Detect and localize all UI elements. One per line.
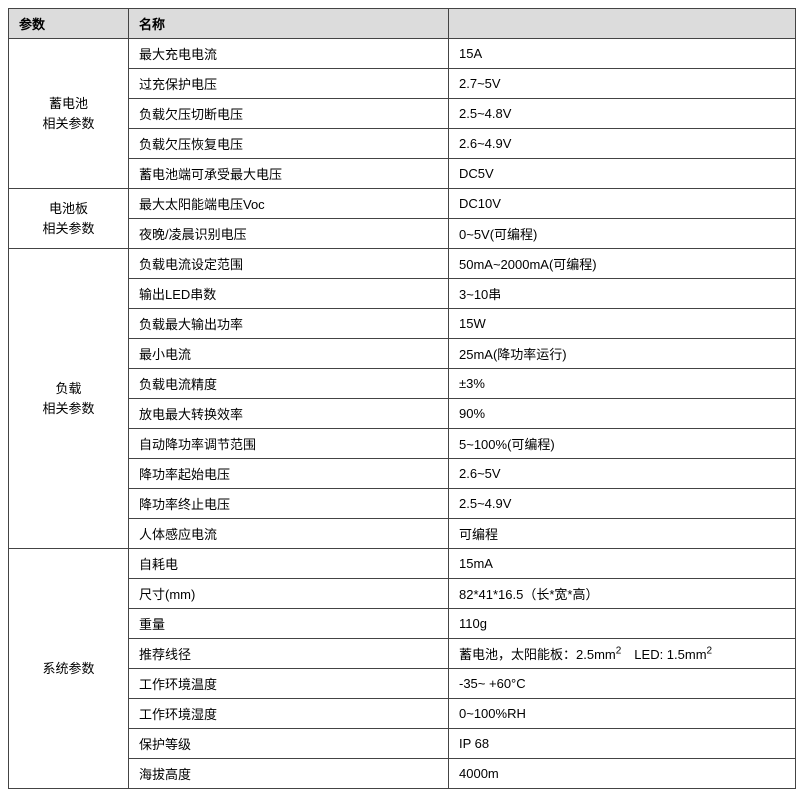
param-name: 推荐线径: [129, 639, 449, 669]
header-param: 参数: [9, 9, 129, 39]
param-name: 蓄电池端可承受最大电压: [129, 159, 449, 189]
param-value: 15A: [449, 39, 796, 69]
param-name: 负载电流精度: [129, 369, 449, 399]
table-row: 负载相关参数负载电流设定范围50mA~2000mA(可编程): [9, 249, 796, 279]
param-name: 最大充电电流: [129, 39, 449, 69]
param-name: 输出LED串数: [129, 279, 449, 309]
param-value: 3~10串: [449, 279, 796, 309]
param-value: 5~100%(可编程): [449, 429, 796, 459]
param-value: 2.6~5V: [449, 459, 796, 489]
param-value: 2.5~4.9V: [449, 489, 796, 519]
param-name: 降功率终止电压: [129, 489, 449, 519]
group-label: 负载相关参数: [9, 249, 129, 549]
param-value: DC5V: [449, 159, 796, 189]
param-value: ±3%: [449, 369, 796, 399]
param-value: -35~ +60°C: [449, 669, 796, 699]
table-body: 蓄电池相关参数最大充电电流15A过充保护电压2.7~5V负载欠压切断电压2.5~…: [9, 39, 796, 789]
param-name: 负载电流设定范围: [129, 249, 449, 279]
param-name: 最小电流: [129, 339, 449, 369]
param-value: 0~100%RH: [449, 699, 796, 729]
param-value: 110g: [449, 609, 796, 639]
param-value: DC10V: [449, 189, 796, 219]
param-value: 2.7~5V: [449, 69, 796, 99]
param-name: 负载最大输出功率: [129, 309, 449, 339]
param-value: 25mA(降功率运行): [449, 339, 796, 369]
table-row: 蓄电池相关参数最大充电电流15A: [9, 39, 796, 69]
group-label: 蓄电池相关参数: [9, 39, 129, 189]
param-name: 降功率起始电压: [129, 459, 449, 489]
param-name: 工作环境湿度: [129, 699, 449, 729]
param-value: 蓄电池，太阳能板：2.5mm2 LED: 1.5mm2: [449, 639, 796, 669]
param-name: 过充保护电压: [129, 69, 449, 99]
param-value: 2.5~4.8V: [449, 99, 796, 129]
param-value: 15mA: [449, 549, 796, 579]
param-value: 可编程: [449, 519, 796, 549]
group-label: 电池板相关参数: [9, 189, 129, 249]
param-value: 90%: [449, 399, 796, 429]
param-name: 工作环境温度: [129, 669, 449, 699]
param-name: 保护等级: [129, 729, 449, 759]
param-name: 放电最大转换效率: [129, 399, 449, 429]
param-name: 夜晚/凌晨识别电压: [129, 219, 449, 249]
param-value: IP 68: [449, 729, 796, 759]
table-row: 系统参数自耗电15mA: [9, 549, 796, 579]
param-value: 82*41*16.5（长*宽*高）: [449, 579, 796, 609]
table-row: 电池板相关参数最大太阳能端电压VocDC10V: [9, 189, 796, 219]
param-value: 50mA~2000mA(可编程): [449, 249, 796, 279]
param-name: 自动降功率调节范围: [129, 429, 449, 459]
param-value: 4000m: [449, 759, 796, 789]
group-label: 系统参数: [9, 549, 129, 789]
param-name: 重量: [129, 609, 449, 639]
param-name: 负载欠压切断电压: [129, 99, 449, 129]
param-name: 尺寸(mm): [129, 579, 449, 609]
table-header-row: 参数 名称: [9, 9, 796, 39]
param-value: 2.6~4.9V: [449, 129, 796, 159]
param-name: 负载欠压恢复电压: [129, 129, 449, 159]
param-name: 自耗电: [129, 549, 449, 579]
header-value: [449, 9, 796, 39]
spec-table: 参数 名称 蓄电池相关参数最大充电电流15A过充保护电压2.7~5V负载欠压切断…: [8, 8, 796, 789]
param-value: 15W: [449, 309, 796, 339]
param-name: 海拔高度: [129, 759, 449, 789]
param-name: 最大太阳能端电压Voc: [129, 189, 449, 219]
param-name: 人体感应电流: [129, 519, 449, 549]
header-name: 名称: [129, 9, 449, 39]
param-value: 0~5V(可编程): [449, 219, 796, 249]
